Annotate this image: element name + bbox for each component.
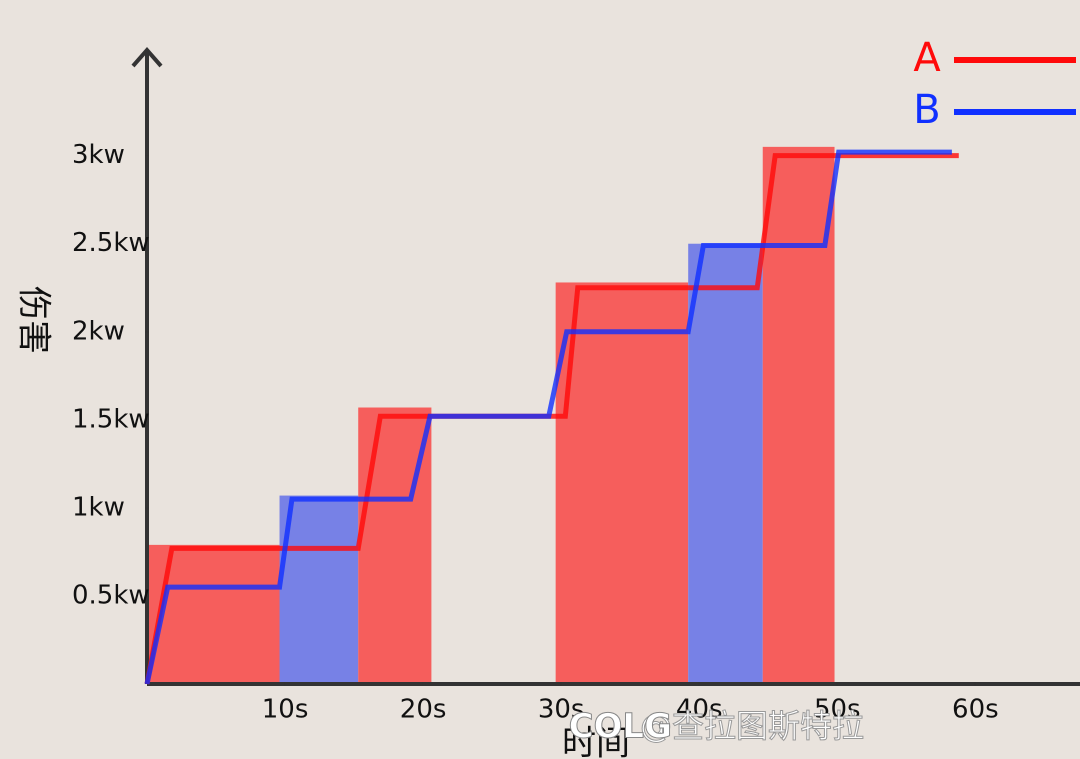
region <box>688 243 763 684</box>
x-tick-label: 50s <box>814 695 861 725</box>
region <box>147 544 298 684</box>
line <box>144 153 959 685</box>
line <box>144 149 952 685</box>
region <box>279 495 359 684</box>
watermark: @查拉图斯特拉 <box>640 707 864 745</box>
x-tick-label: 30s <box>538 695 585 725</box>
region <box>555 282 689 684</box>
x-axis-title: 时间 <box>562 724 630 759</box>
y-tick-label: 3kw <box>72 140 125 170</box>
y-tick-label: 2kw <box>72 316 125 346</box>
y-tick-label: 1.5kw <box>72 404 150 434</box>
y-axis-arrow <box>131 46 163 68</box>
region <box>762 146 835 685</box>
x-tick-label: 20s <box>400 695 447 725</box>
x-tick-label: 60s <box>952 695 999 725</box>
x-tick-label: 40s <box>676 695 723 725</box>
legend-label: B <box>913 87 940 133</box>
logo: COLG <box>569 707 672 747</box>
legend-label: A <box>913 35 941 81</box>
y-tick-label: 2.5kw <box>72 228 150 258</box>
y-tick-label: 1kw <box>72 492 125 522</box>
x-tick-label: 10s <box>262 695 309 725</box>
y-axis-title: 伤害 <box>14 286 54 354</box>
y-tick-label: 0.5kw <box>72 580 150 610</box>
